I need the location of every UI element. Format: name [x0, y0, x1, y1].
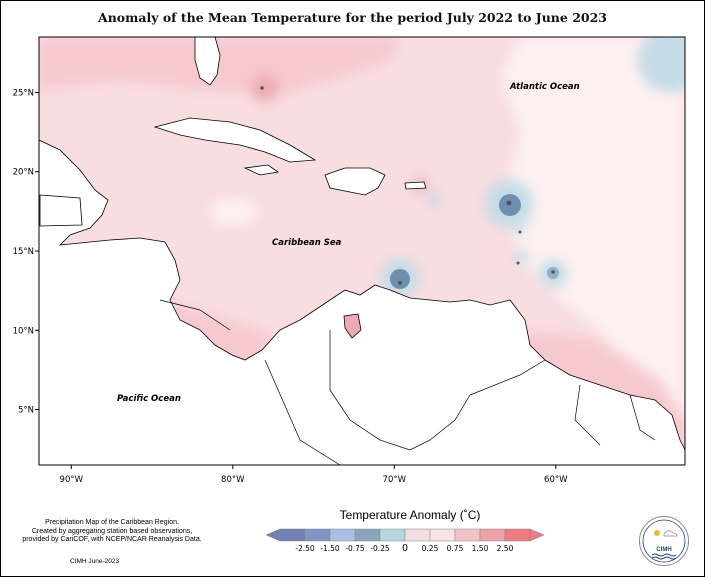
latitude-ticks: 25°N 20°N 15°N 10°N 5°N — [13, 88, 39, 416]
border-colombia-venezuela — [329, 330, 471, 451]
puerto-rico-land — [404, 181, 427, 190]
map-title: Anomaly of the Mean Temperature for the … — [98, 10, 607, 25]
colorbar: -2.50 -1.50 -0.75 -0.25 0 0.25 0.75 1.50 2.50 — [265, 528, 545, 554]
lon-tick-label: 70°W — [383, 475, 407, 485]
martinique-island — [518, 230, 522, 234]
colorbar-segment — [479, 528, 506, 542]
colorbar-segment — [279, 528, 306, 542]
cimh-logo-icon — [642, 519, 686, 563]
neutral-anomaly-central — [210, 198, 260, 226]
anomaly-field — [39, 37, 685, 465]
colorbar-segment — [404, 528, 431, 542]
colorbar-tick-label: -0.75 — [345, 544, 365, 553]
border-suriname-guiana — [629, 394, 656, 441]
colorbar-segment — [454, 528, 481, 542]
cool-anomaly-northeast — [638, 37, 685, 92]
border-venezuela-guyana — [469, 359, 546, 396]
land-masses — [39, 37, 685, 465]
grenada-island — [516, 261, 520, 265]
cool-anomaly-aruba-core — [390, 269, 410, 289]
pacific-ocean-label: Pacific Ocean — [117, 394, 181, 404]
lat-tick-label: 15°N — [13, 247, 34, 257]
colorbar-tick-label: -1.50 — [320, 544, 340, 553]
lat-tick-label: 20°N — [13, 168, 34, 178]
border-colombia-ecuador — [264, 359, 341, 465]
colorbar-segment — [429, 528, 456, 542]
barbados-island — [551, 270, 555, 274]
border-guyana-suriname — [574, 384, 601, 446]
lat-tick-label: 10°N — [13, 326, 34, 336]
colorbar-tick-label: 1.50 — [472, 544, 489, 553]
cimh-logo-text: CIMH — [656, 547, 672, 553]
country-borders — [159, 299, 656, 465]
colorbar-arrow-low — [265, 528, 281, 542]
colorbar-tick-label: -0.25 — [370, 544, 390, 553]
credits-text: Precipitation Map of the Caribbean Regio… — [12, 519, 212, 545]
cimh-logo: CIMH — [639, 516, 689, 566]
colorbar-segment — [329, 528, 356, 542]
colorbar-arrow-high — [529, 528, 545, 542]
lon-tick-label: 60°W — [544, 475, 568, 485]
florida-land — [194, 37, 221, 86]
lat-tick-label: 25°N — [13, 88, 34, 98]
longitude-ticks: 90°W 80°W 70°W 60°W — [60, 465, 568, 485]
lake-maracaibo — [343, 313, 362, 339]
colorbar-segment — [379, 528, 406, 542]
lat-tick-label: 5°N — [18, 406, 34, 416]
cool-anomaly-dominica — [515, 225, 525, 235]
neutral-anomaly-east — [500, 37, 685, 460]
hispaniola-land — [324, 167, 386, 196]
credits-line-1: Precipitation Map of the Caribbean Regio… — [45, 519, 179, 526]
jamaica-land — [243, 164, 280, 176]
lon-tick-label: 90°W — [60, 475, 84, 485]
border-central-america — [159, 299, 231, 331]
colorbar-segment — [354, 528, 381, 542]
colorbar-tick-label: 0 — [402, 543, 408, 554]
cool-anomaly-st-vincent — [514, 250, 528, 264]
colorbar-tick-label: 0.75 — [447, 544, 464, 553]
colorbar-segment — [504, 528, 531, 542]
credits-line-2: Created by aggregating station based obs… — [31, 527, 193, 535]
warm-anomaly-north — [39, 37, 400, 95]
continental-land — [39, 139, 685, 465]
caribbean-sea-label: Caribbean Sea — [272, 238, 342, 248]
small-islands — [260, 86, 555, 285]
colorbar-tick-label: 0.25 — [422, 544, 439, 553]
colorbar-segment — [304, 528, 331, 542]
colorbar-tick-label: -2.50 — [295, 544, 315, 553]
cool-anomaly-virgin-islands — [427, 193, 441, 207]
colorbar-tick-label: 2.50 — [497, 544, 514, 553]
legend-title: Temperature Anomaly (˚C) — [339, 508, 481, 522]
cuba-land — [153, 117, 317, 163]
bahamas-island — [260, 86, 264, 90]
guadeloupe-island — [506, 200, 512, 206]
yucatan-land — [39, 194, 83, 227]
lon-tick-label: 80°W — [221, 475, 245, 485]
credits-line-3: provided by CariCOF, with NCEP/NCAR Rean… — [22, 536, 202, 543]
credits-date: CIMH June-2023 — [70, 558, 120, 565]
aruba-island — [398, 281, 402, 285]
warm-anomaly-bahamas — [251, 74, 279, 102]
atlantic-ocean-label: Atlantic Ocean — [509, 82, 580, 92]
